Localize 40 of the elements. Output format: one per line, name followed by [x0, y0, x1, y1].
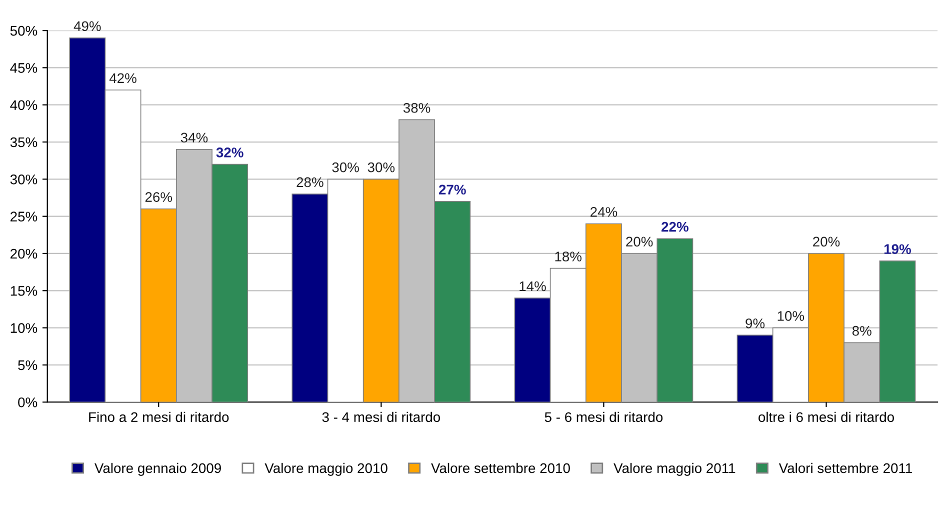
- data-label: 38%: [403, 102, 430, 113]
- data-label: 30%: [368, 162, 395, 172]
- data-label: 49%: [74, 21, 101, 32]
- y-tick-label: 5%: [18, 360, 38, 370]
- data-label: 22%: [662, 222, 688, 232]
- data-label: 9%: [746, 318, 765, 328]
- legend-label: Valore maggio 2011: [614, 462, 736, 476]
- x-tick-label: 3 - 4 mesi di ritardo: [322, 412, 440, 422]
- y-tick-label: 40%: [10, 100, 38, 110]
- legend-label: Valori settembre 2011: [778, 462, 912, 474]
- legend-label: Valore gennaio 2009: [94, 462, 221, 476]
- y-tick-label: 20%: [10, 248, 38, 259]
- y-tick-label: 50%: [10, 26, 38, 36]
- data-label: 18%: [555, 252, 582, 262]
- data-label: 32%: [216, 148, 244, 158]
- data-label: 20%: [626, 236, 653, 247]
- y-tick-label: 25%: [10, 212, 38, 222]
- y-tick-label: 0%: [18, 397, 38, 408]
- data-label: 14%: [520, 281, 546, 292]
- data-label: 27%: [438, 184, 466, 195]
- data-label: 19%: [884, 244, 912, 254]
- data-label: 26%: [145, 192, 172, 202]
- y-tick-label: 30%: [10, 174, 38, 184]
- y-tick-label: 35%: [10, 137, 38, 148]
- legend-label: Valore settembre 2010: [431, 462, 570, 474]
- x-tick-label: 5 - 6 mesi di ritardo: [544, 412, 663, 422]
- y-tick-label: 45%: [10, 63, 38, 73]
- x-tick-label: Fino a 2 mesi di ritardo: [89, 412, 229, 422]
- data-label: 28%: [296, 177, 324, 188]
- data-label: 42%: [109, 73, 136, 84]
- data-label: 34%: [180, 132, 208, 143]
- data-label: 30%: [332, 162, 359, 172]
- legend-label: Valore maggio 2010: [264, 462, 388, 476]
- y-tick-label: 10%: [10, 323, 38, 333]
- data-label: 10%: [778, 311, 804, 321]
- data-label: 24%: [590, 207, 618, 217]
- data-label: 8%: [852, 326, 872, 336]
- data-label: 20%: [813, 236, 840, 247]
- y-tick-label: 15%: [10, 286, 38, 296]
- x-tick-label: oltre i 6 mesi di ritardo: [758, 412, 894, 422]
